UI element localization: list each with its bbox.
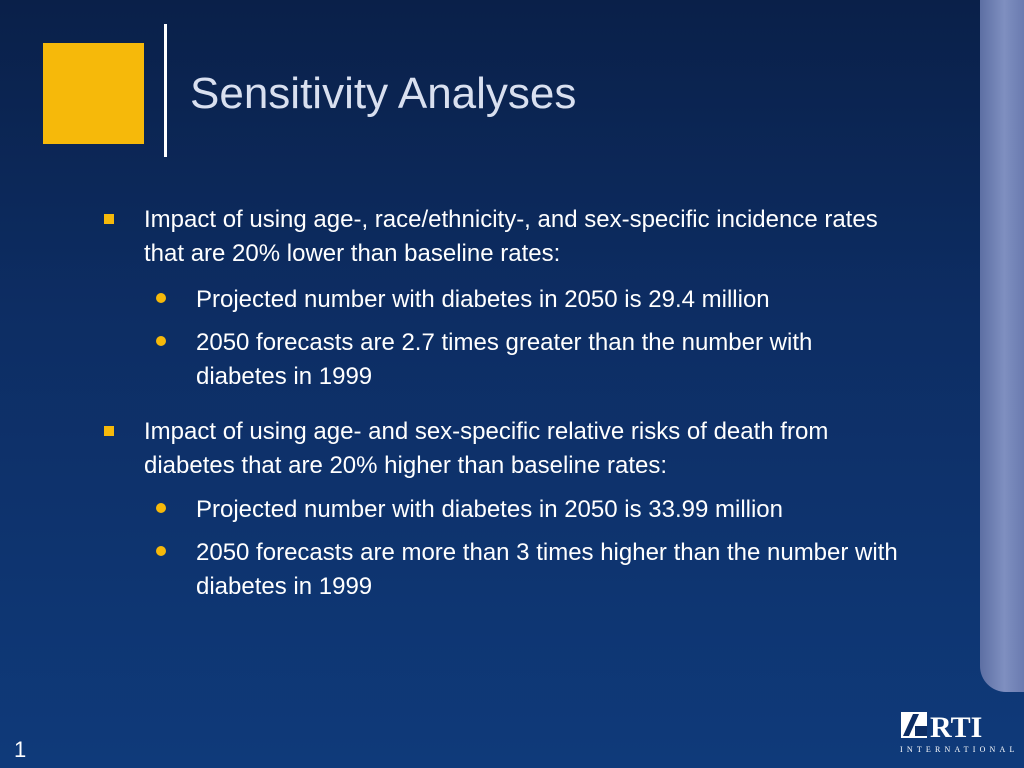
logo-subtitle: INTERNATIONAL — [900, 745, 1019, 754]
page-number: 1 — [14, 737, 27, 762]
sub-bullet-text: 2050 forecasts are more than 3 times hig… — [196, 539, 898, 600]
square-bullet-icon — [104, 426, 114, 436]
dot-bullet-icon — [156, 503, 166, 513]
decorative-side-band — [980, 0, 1024, 692]
dot-bullet-icon — [156, 546, 166, 556]
logo-wordmark: RTI — [930, 711, 982, 744]
bullet-text: Impact of using age-, race/ethnicity-, a… — [144, 206, 878, 267]
dot-bullet-icon — [156, 336, 166, 346]
sub-bullet-text: Projected number with diabetes in 2050 i… — [196, 496, 784, 523]
rti-emblem-icon — [901, 712, 927, 738]
sub-bullet-text: 2050 forecasts are 2.7 times greater tha… — [196, 329, 813, 390]
rti-logo: RTI INTERNATIONAL — [900, 711, 1019, 754]
gold-square-decoration — [43, 43, 144, 144]
dot-bullet-icon — [156, 293, 166, 303]
title-divider — [164, 24, 167, 157]
slide-title: Sensitivity Analyses — [190, 69, 577, 118]
sub-bullet-text: Projected number with diabetes in 2050 i… — [196, 286, 770, 313]
bullet-text: Impact of using age- and sex-specific re… — [144, 418, 829, 479]
square-bullet-icon — [104, 214, 114, 224]
